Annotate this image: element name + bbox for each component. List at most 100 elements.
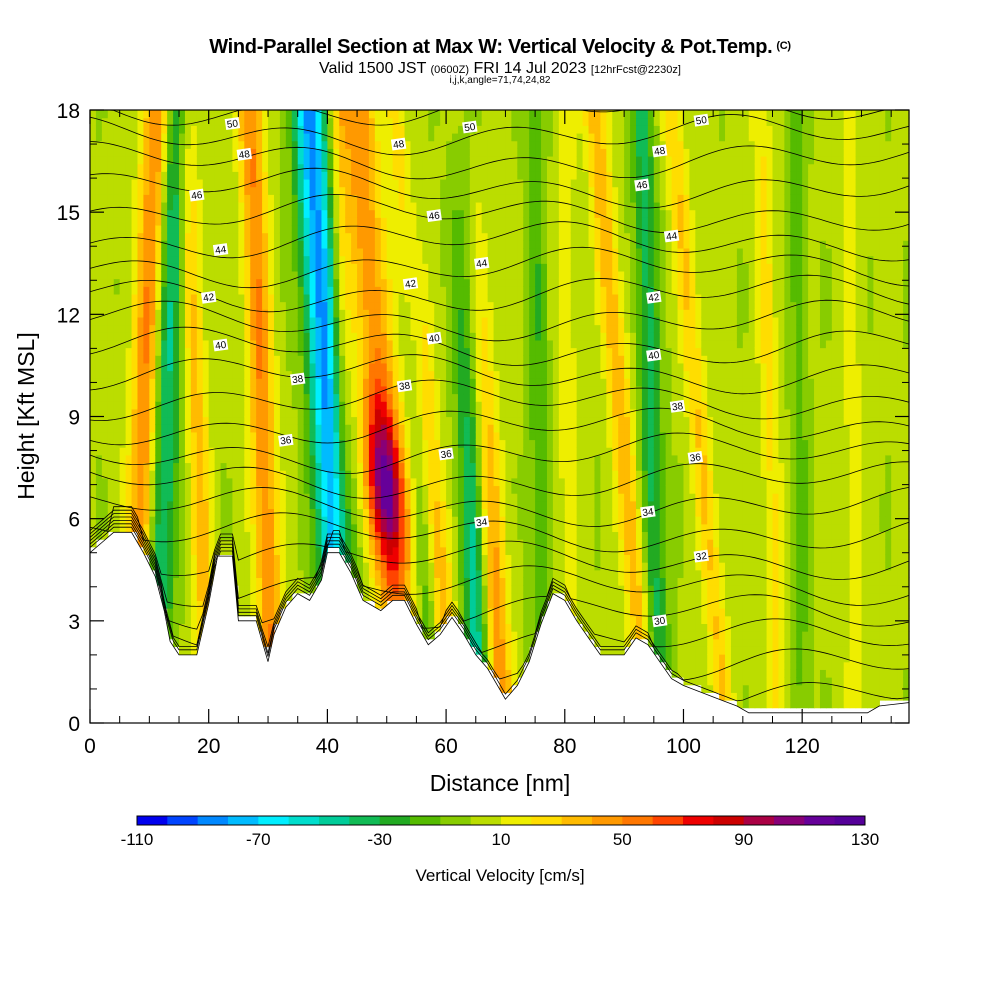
field-cell: [268, 592, 275, 601]
field-cell: [297, 454, 305, 464]
field-cell: [374, 247, 382, 257]
field-cell: [167, 316, 174, 326]
field-cell: [244, 439, 251, 448]
field-cell: [493, 148, 501, 157]
field-cell: [285, 132, 293, 142]
field-cell: [161, 301, 168, 310]
field-cell: [487, 347, 495, 356]
field-cell: [273, 217, 281, 226]
field-cell: [345, 339, 352, 349]
field-cell: [535, 201, 542, 211]
field-cell: [309, 110, 317, 119]
field-cell: [232, 424, 239, 433]
field-cell: [380, 424, 388, 433]
field-cell: [428, 477, 435, 487]
field-cell: [327, 209, 334, 218]
field-cell: [475, 408, 483, 418]
field-cell: [452, 516, 459, 525]
field-cell: [345, 278, 352, 287]
field-cell: [481, 577, 489, 586]
field-cell: [196, 424, 204, 433]
field-cell: [90, 324, 97, 333]
field-cell: [137, 217, 145, 226]
field-cell: [351, 194, 358, 203]
field-cell: [345, 516, 352, 525]
field-cell: [481, 309, 489, 318]
field-cell: [541, 278, 548, 287]
field-cell: [434, 608, 441, 617]
field-cell: [457, 592, 465, 601]
field-cell: [208, 370, 216, 379]
field-cell: [113, 117, 121, 126]
field-cell: [214, 316, 222, 326]
field-cell: [291, 125, 299, 134]
field-cell: [220, 316, 228, 326]
field-cell: [196, 462, 204, 471]
field-cell: [268, 186, 275, 195]
field-cell: [392, 217, 400, 226]
field-cell: [125, 416, 133, 425]
field-cell: [493, 140, 501, 149]
field-cell: [214, 385, 222, 395]
field-cell: [386, 232, 394, 241]
field-cell: [434, 416, 441, 425]
field-cell: [107, 516, 115, 525]
field-cell: [161, 110, 168, 119]
field-cell: [493, 401, 501, 410]
field-cell: [220, 217, 228, 226]
field-cell: [119, 500, 127, 510]
field-cell: [196, 562, 204, 571]
field-cell: [173, 186, 180, 195]
field-cell: [303, 385, 311, 395]
field-cell: [511, 217, 518, 226]
field-cell: [422, 293, 429, 303]
field-cell: [101, 270, 109, 280]
field-cell: [410, 270, 418, 280]
field-cell: [481, 324, 489, 333]
field-cell: [481, 132, 489, 142]
field-cell: [440, 125, 447, 134]
field-cell: [232, 500, 239, 510]
field-cell: [541, 485, 548, 494]
field-cell: [529, 485, 536, 494]
field-cell: [268, 316, 275, 326]
field-cell: [374, 140, 382, 149]
field-cell: [315, 163, 323, 172]
field-cell: [428, 247, 435, 257]
field-cell: [149, 401, 156, 410]
field-cell: [487, 569, 495, 579]
field-cell: [214, 332, 222, 341]
field-cell: [303, 508, 311, 517]
field-cell: [149, 378, 156, 387]
field-cell: [404, 431, 412, 441]
field-cell: [137, 316, 145, 326]
field-cell: [363, 240, 370, 249]
field-cell: [463, 470, 471, 479]
field-cell: [232, 201, 239, 211]
field-cell: [119, 393, 127, 402]
field-cell: [511, 600, 518, 609]
field-cell: [143, 362, 150, 372]
field-cell: [321, 278, 328, 287]
field-cell: [137, 485, 145, 494]
field-cell: [107, 447, 115, 456]
field-cell: [309, 577, 317, 586]
field-cell: [291, 194, 299, 203]
field-cell: [452, 370, 459, 379]
field-cell: [90, 178, 97, 188]
field-cell: [321, 110, 328, 119]
field-cell: [250, 531, 257, 540]
field-cell: [517, 347, 524, 356]
field-cell: [398, 408, 406, 418]
field-cell: [499, 270, 507, 280]
field-cell: [523, 347, 530, 356]
field-cell: [167, 362, 174, 372]
field-cell: [101, 255, 109, 264]
field-cell: [107, 263, 115, 272]
field-cell: [422, 523, 429, 533]
field-cell: [190, 470, 198, 479]
field-cell: [368, 293, 376, 303]
field-cell: [309, 500, 317, 510]
field-cell: [321, 286, 328, 295]
field-cell: [244, 447, 251, 456]
